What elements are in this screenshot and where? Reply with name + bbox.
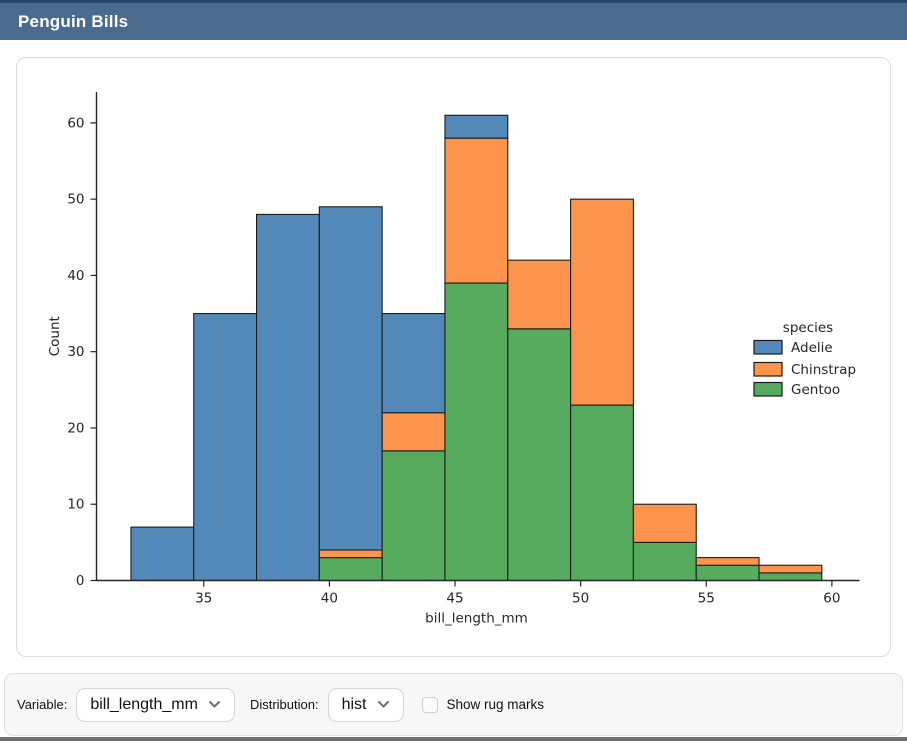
histogram-bar-adelie [318, 206, 383, 551]
histogram-bar-chinstrap [632, 503, 697, 543]
x-tick-label: 60 [823, 591, 840, 607]
y-tick-label: 30 [67, 344, 84, 360]
histogram-bar-chinstrap [381, 412, 446, 452]
variable-select[interactable]: bill_length_mm [76, 687, 235, 722]
y-axis-label: Count [47, 316, 63, 356]
show-rug-checkbox[interactable] [421, 696, 438, 713]
histogram-bar-gentoo [695, 564, 760, 582]
histogram-bar-gentoo [381, 450, 446, 582]
legend-swatch-gentoo [753, 381, 783, 397]
legend-title: species [783, 320, 833, 336]
show-rug-label: Show rug marks [446, 697, 545, 712]
histogram-bar-adelie [130, 526, 195, 582]
legend-label-adelie: Adelie [791, 340, 833, 356]
histogram-bar-gentoo [570, 404, 634, 582]
chart-panel: 35 40 45 50 55 60 0 10 20 30 40 50 60 bill_length_mm C… [16, 57, 891, 657]
variable-select-value: bill_length_mm [90, 695, 198, 713]
histogram-bar-adelie [193, 313, 258, 582]
histogram-bar-chinstrap [758, 564, 823, 574]
legend-label-chinstrap: Chinstrap [791, 362, 856, 378]
histogram-bar-adelie [444, 114, 509, 139]
histogram-bar-adelie [381, 313, 446, 414]
y-tick-label: 40 [67, 268, 84, 284]
distribution-select-value: hist [341, 695, 367, 713]
histogram-bar-gentoo [758, 572, 823, 582]
histogram-bar-gentoo [507, 328, 572, 582]
legend-swatch-adelie [753, 339, 783, 355]
x-axis-label: bill_length_mm [425, 611, 528, 627]
x-tick-label: 35 [195, 591, 212, 607]
histogram-bar-gentoo [318, 557, 383, 582]
chevron-down-icon [377, 700, 390, 709]
histogram-bar-chinstrap [318, 549, 383, 559]
y-tick-label: 10 [67, 497, 84, 513]
histogram-bar-chinstrap [444, 137, 509, 284]
variable-label: Variable: [17, 697, 68, 712]
distribution-label: Distribution: [249, 697, 319, 712]
histogram-chart: 35 40 45 50 55 60 0 10 20 30 40 50 60 bill_length_mm C… [47, 92, 860, 627]
histogram-bar-gentoo [632, 541, 697, 582]
histogram-bar-gentoo [444, 282, 509, 582]
x-tick-label: 50 [572, 591, 589, 607]
histogram-bar-chinstrap [570, 198, 634, 406]
y-tick-label: 50 [67, 192, 84, 208]
x-tick-label: 40 [321, 591, 338, 607]
x-tick-label: 55 [698, 591, 715, 607]
y-tick-label: 0 [76, 573, 85, 589]
histogram-bar-chinstrap [507, 259, 572, 330]
legend-label-gentoo: Gentoo [791, 382, 840, 398]
controls-bar: Variable: bill_length_mm Distribution: h… [4, 673, 903, 736]
distribution-select[interactable]: hist [327, 687, 404, 722]
title-bar: Penguin Bills [0, 0, 907, 40]
page-title: Penguin Bills [18, 11, 129, 31]
y-tick-label: 60 [67, 115, 84, 131]
histogram-bar-adelie [255, 213, 320, 582]
histogram-bar-chinstrap [695, 557, 760, 566]
chevron-down-icon [208, 700, 221, 709]
legend-swatch-chinstrap [753, 361, 783, 377]
x-tick-label: 45 [446, 591, 463, 607]
window-bottom-edge [0, 737, 907, 741]
y-tick-label: 20 [67, 420, 84, 436]
